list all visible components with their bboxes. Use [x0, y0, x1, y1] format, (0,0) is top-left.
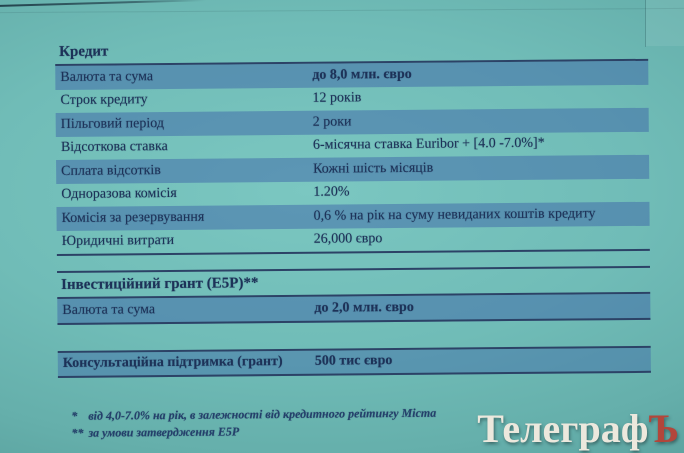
watermark-text: Телеграф [477, 406, 649, 451]
row-label: Відсоткова ставка [60, 139, 168, 156]
slide-right-edge-line [645, 0, 646, 47]
footnote-marker: ** [71, 425, 84, 440]
row-label: Валюта та сума [62, 301, 156, 318]
footnote-text: від 4,0-7.0% на рік, в залежності від кр… [88, 405, 437, 423]
row-value: до 2,0 млн. євро [314, 299, 414, 316]
row-value: Кожні шість місяців [313, 160, 434, 177]
screen-top-edge-line [0, 0, 206, 7]
row-label: Комісія за резервування [61, 209, 205, 226]
table-row: Валюта та сума до 2,0 млн. євро [57, 293, 651, 325]
table-row: Юридичні витрати 26,000 євро [57, 225, 650, 254]
row-label: Сплата відсотків [61, 162, 161, 179]
slide-corner-highlight [646, 0, 684, 46]
credit-table: Кредит Валюта та сума до 8,0 млн. євро С… [55, 34, 650, 256]
investment-grant-table: Інвестиційний грант (E5P)** Валюта та су… [57, 265, 651, 325]
row-label: Валюта та сума [60, 68, 154, 85]
row-label: Пільговий період [60, 115, 164, 132]
row-label: Юридичні витрати [61, 233, 175, 250]
footnote-text: за умови затвердження E5P [88, 424, 240, 440]
credit-table-rows: Валюта та сума до 8,0 млн. євро Строк кр… [55, 60, 650, 256]
row-value: 26,000 євро [313, 231, 383, 247]
consulting-support-table: Консультаційна підтримка (грант) 500 тис… [57, 345, 651, 378]
slide-content: Кредит Валюта та сума до 8,0 млн. євро С… [55, 34, 651, 442]
row-value: до 8,0 млн. євро [312, 66, 412, 83]
row-label: Консультаційна підтримка (грант) [62, 354, 283, 372]
row-value: 1.20% [313, 184, 350, 201]
row-value: 0,6 % на рік на суму невиданих коштів кр… [313, 206, 596, 224]
row-value: 2 роки [312, 114, 352, 130]
row-value: 500 тис євро [314, 353, 393, 369]
table-row: Консультаційна підтримка (грант) 500 тис… [57, 347, 651, 378]
telegraf-watermark: ТелеграфЪ [477, 409, 679, 449]
faint-horizontal-line [0, 7, 684, 14]
watermark-suffix: Ъ [648, 406, 679, 451]
row-label: Строк кредиту [60, 92, 148, 109]
row-value: 12 років [312, 90, 362, 107]
row-label: Одноразова комісія [61, 186, 177, 203]
footnote-marker: * [71, 408, 78, 423]
row-value: 6-місячна ставка Euribor + [4.0 -7.0%]* [312, 135, 545, 154]
